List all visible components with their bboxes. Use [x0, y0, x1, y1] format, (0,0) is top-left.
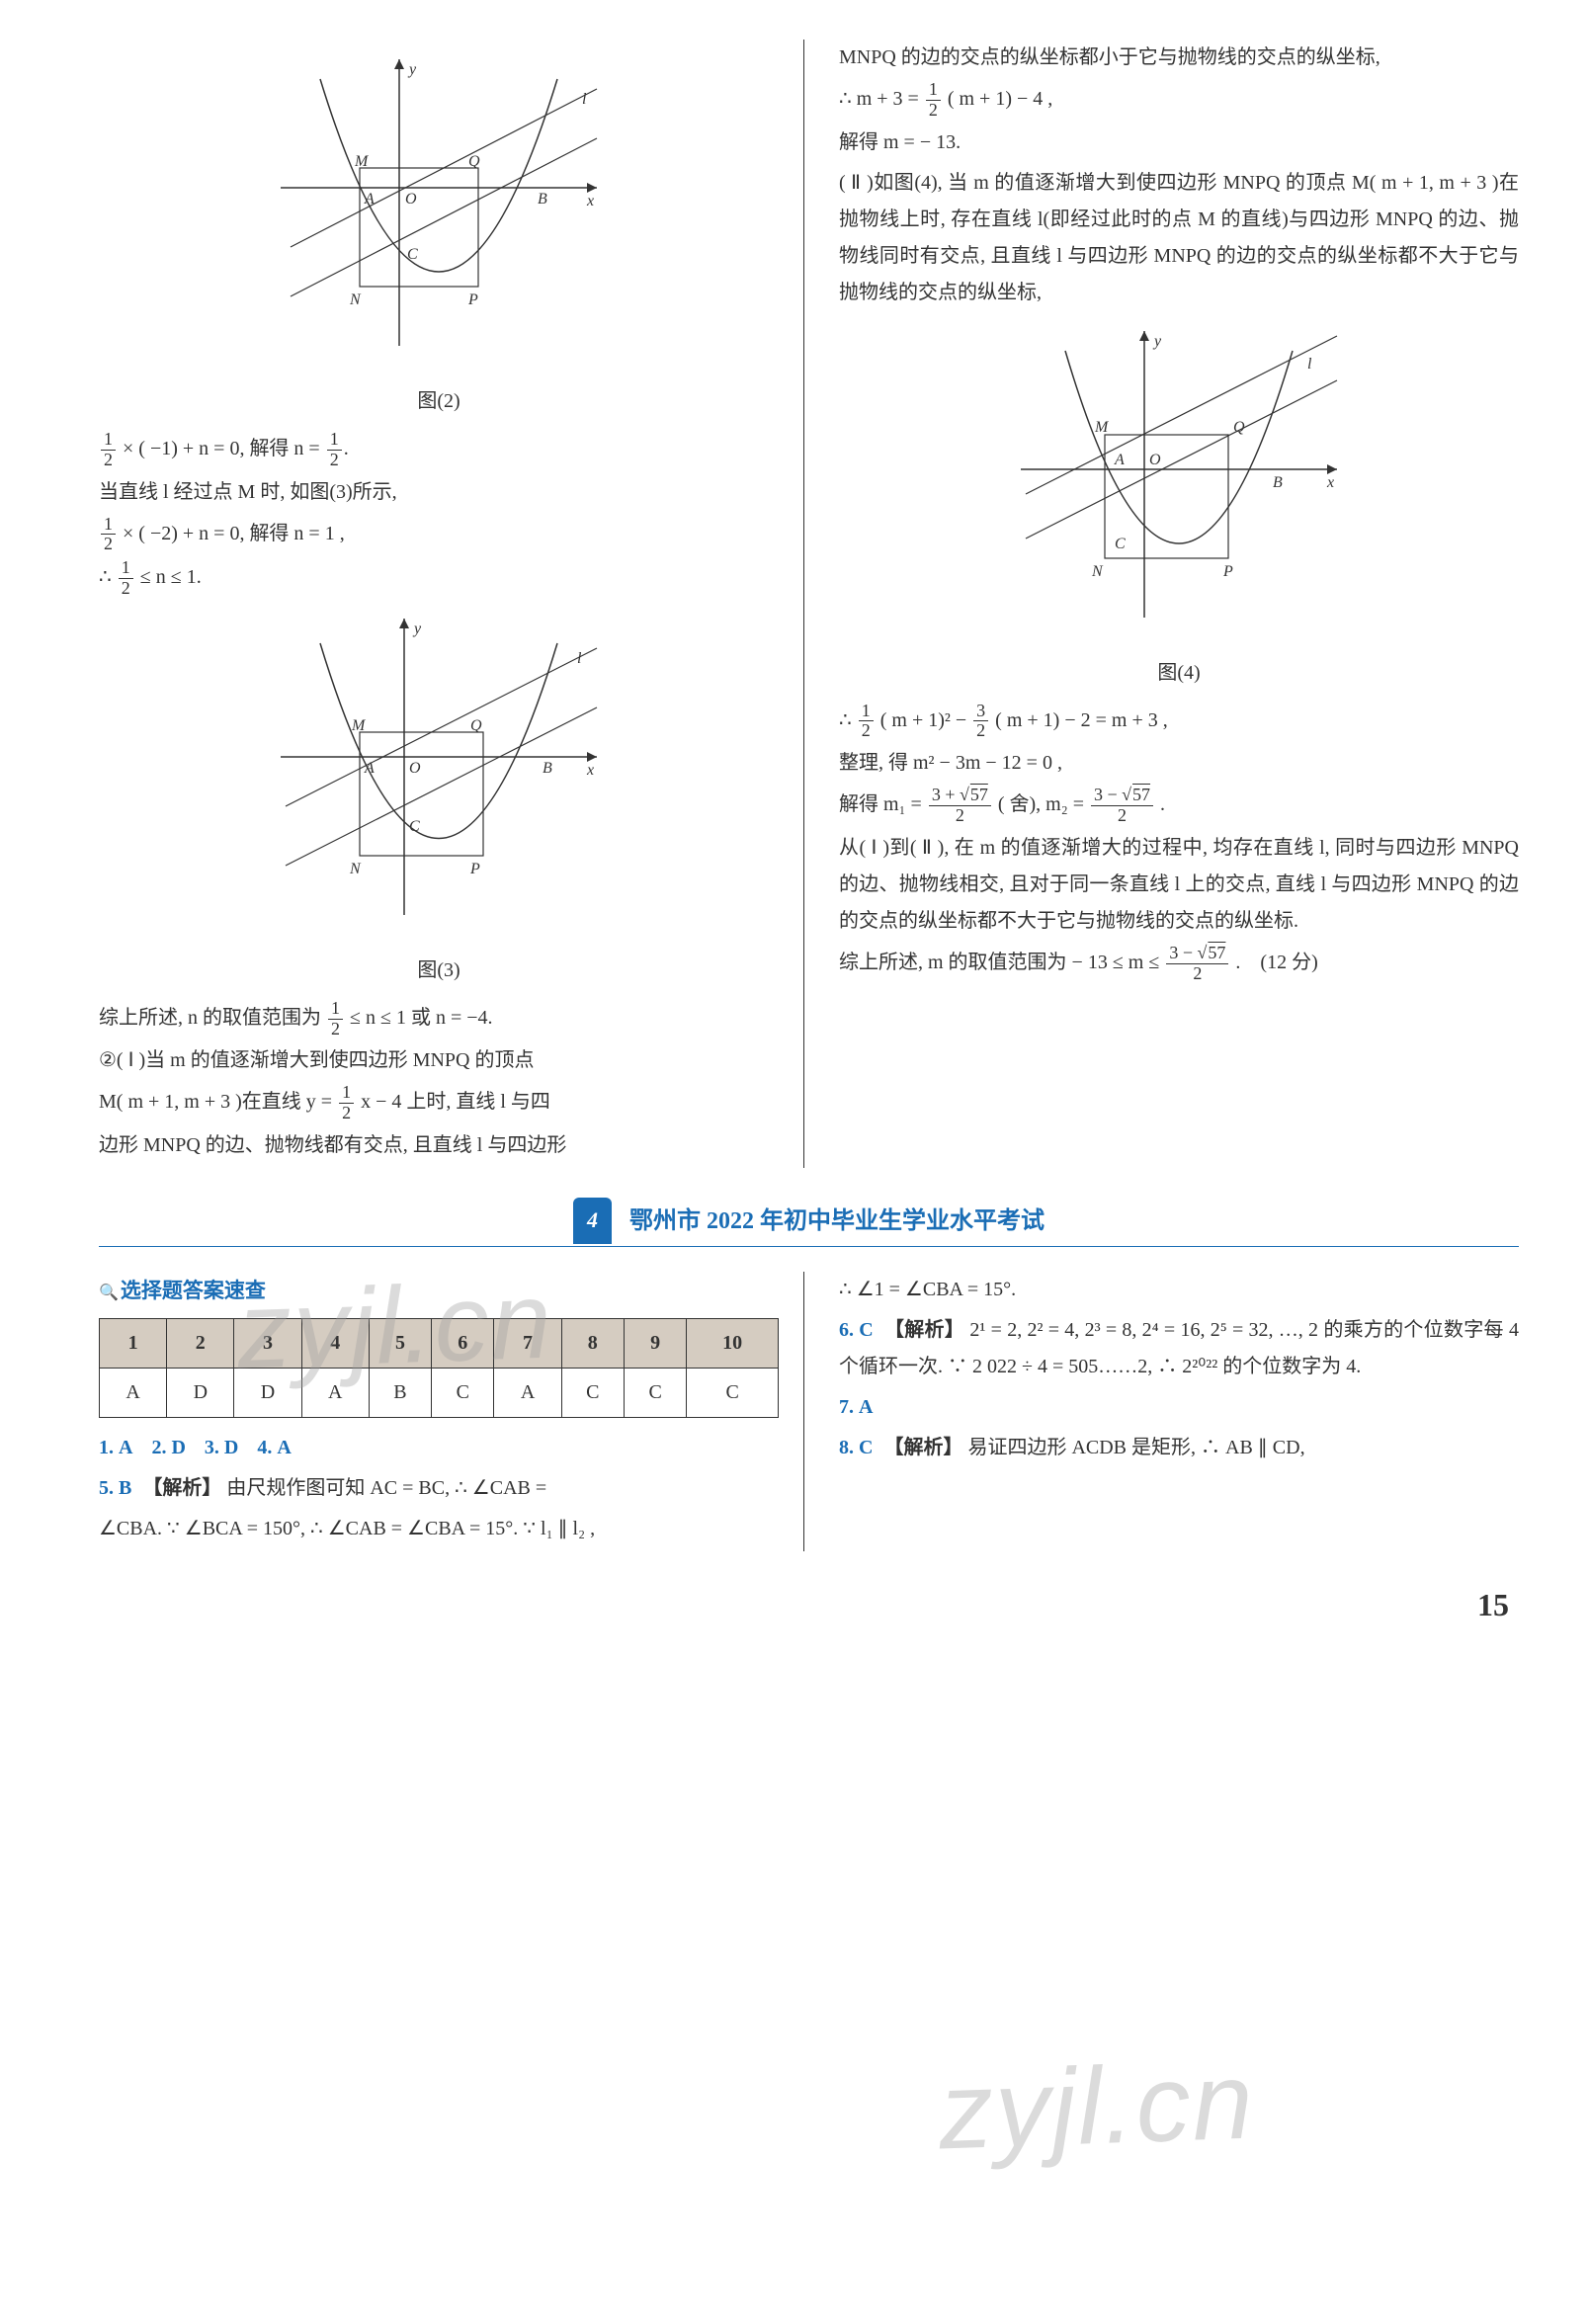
right-p9: 综上所述, m 的取值范围为 − 13 ≤ m ≤ 3 − √572 . (12… — [839, 944, 1519, 984]
svg-text:A: A — [1114, 452, 1125, 468]
figure-3-caption: 图(3) — [99, 953, 779, 989]
left-p5: 综上所述, n 的取值范围为 12 ≤ n ≤ 1 或 n = −4. — [99, 999, 779, 1039]
right-p2: ∴ m + 3 = 12 ( m + 1) − 4 , — [839, 80, 1519, 121]
left-p4: ∴ 12 ≤ n ≤ 1. — [99, 558, 779, 599]
svg-text:B: B — [543, 760, 552, 777]
svg-text:B: B — [1273, 474, 1283, 491]
svg-text:O: O — [1149, 452, 1161, 468]
top-two-column: y x l O A B M Q C N P 图(2) 12 × ( −1) + … — [99, 40, 1519, 1168]
right-p4: ( Ⅱ )如图(4), 当 m 的值逐渐增大到使四边形 MNPQ 的顶点 M( … — [839, 165, 1519, 311]
figure-2-caption: 图(2) — [99, 383, 779, 420]
figure-4-caption: 图(4) — [839, 655, 1519, 692]
left-p7: M( m + 1, m + 3 )在直线 y = 12 x − 4 上时, 直线… — [99, 1083, 779, 1123]
figure-3-svg: y x l O A B M Q C N P — [261, 609, 617, 935]
svg-text:Q: Q — [468, 153, 480, 170]
axis-x-label: x — [586, 193, 594, 209]
right-p8: 从( Ⅰ )到( Ⅱ ), 在 m 的值逐渐增大的过程中, 均存在直线 l, 同… — [839, 830, 1519, 940]
table-head-row: 12345 678910 — [100, 1318, 779, 1368]
svg-text:M: M — [351, 717, 367, 734]
svg-text:x: x — [586, 762, 594, 779]
svg-text:M: M — [1094, 419, 1110, 436]
svg-text:M: M — [354, 153, 370, 170]
section-badge: 4 — [573, 1198, 612, 1244]
svg-text:O: O — [409, 760, 421, 777]
svg-text:N: N — [349, 291, 362, 308]
svg-text:N: N — [1091, 563, 1104, 580]
svg-text:N: N — [349, 861, 362, 877]
left-p1: 12 × ( −1) + n = 0, 解得 n = 12. — [99, 430, 779, 470]
section-header: 4 鄂州市 2022 年初中毕业生学业水平考试 — [99, 1198, 1519, 1247]
q5: 5. B 【解析】 由尺规作图可知 AC = BC, ∴ ∠CAB = — [99, 1470, 779, 1507]
svg-text:O: O — [405, 191, 417, 208]
figure-2: y x l O A B M Q C N P — [99, 49, 779, 378]
svg-text:B: B — [538, 191, 547, 208]
svg-text:C: C — [1115, 536, 1126, 552]
right-p7: 解得 m₁ = 3 + √572 ( 舍), m₂ = 3 − √572 . — [839, 786, 1519, 826]
svg-text:Q: Q — [470, 717, 482, 734]
answers-line-1: 1. A 2. D 3. D 4. A — [99, 1430, 779, 1466]
q8: 8. C 【解析】 易证四边形 ACDB 是矩形, ∴ AB ∥ CD, — [839, 1430, 1519, 1466]
line-l-label: l — [582, 91, 587, 108]
right-p6: 整理, 得 m² − 3m − 12 = 0 , — [839, 745, 1519, 782]
svg-text:P: P — [467, 291, 478, 308]
watermark-2: zyjl.cn — [936, 2000, 1259, 2212]
left-p2: 当直线 l 经过点 M 时, 如图(3)所示, — [99, 474, 779, 511]
right-p3: 解得 m = − 13. — [839, 124, 1519, 161]
answer-table: 12345 678910 ADDAB CACCC — [99, 1318, 779, 1418]
left-p3: 12 × ( −2) + n = 0, 解得 n = 1 , — [99, 515, 779, 555]
q5-cont: ∠CBA. ∵ ∠BCA = 150°, ∴ ∠CAB = ∠CBA = 15°… — [99, 1511, 779, 1547]
svg-text:l: l — [577, 650, 582, 667]
bottom-two-column: 选择题答案速查 12345 678910 ADDAB CACCC 1. A 2.… — [99, 1272, 1519, 1551]
axis-y-label: y — [407, 61, 417, 78]
bottom-right-column: ∴ ∠1 = ∠CBA = 15°. 6. C 【解析】 2¹ = 2, 2² … — [834, 1272, 1519, 1551]
left-p8: 边形 MNPQ 的边、抛物线都有交点, 且直线 l 与四边形 — [99, 1127, 779, 1164]
svg-text:C: C — [409, 818, 420, 835]
svg-text:y: y — [412, 621, 422, 637]
right-column: MNPQ 的边的交点的纵坐标都小于它与抛物线的交点的纵坐标, ∴ m + 3 =… — [834, 40, 1519, 1168]
svg-text:x: x — [1326, 474, 1334, 491]
svg-text:l: l — [1307, 356, 1312, 373]
svg-text:A: A — [364, 191, 375, 208]
right-p5: ∴ 12 ( m + 1)² − 32 ( m + 1) − 2 = m + 3… — [839, 702, 1519, 742]
svg-text:P: P — [1222, 563, 1233, 580]
figure-4: y x l O A B M Q C N P — [839, 321, 1519, 650]
left-column: y x l O A B M Q C N P 图(2) 12 × ( −1) + … — [99, 40, 804, 1168]
section-title: 鄂州市 2022 年初中毕业生学业水平考试 — [629, 1200, 1045, 1243]
q7: 7. A — [839, 1389, 1519, 1426]
quick-lookup-title: 选择题答案速查 — [99, 1272, 779, 1310]
page-number: 15 — [99, 1576, 1519, 1634]
svg-text:A: A — [364, 760, 375, 777]
left-p6: ②( Ⅰ )当 m 的值逐渐增大到使四边形 MNPQ 的顶点 — [99, 1042, 779, 1079]
table-row: ADDAB CACCC — [100, 1368, 779, 1417]
right-p1: MNPQ 的边的交点的纵坐标都小于它与抛物线的交点的纵坐标, — [839, 40, 1519, 76]
q6: 6. C 【解析】 2¹ = 2, 2² = 4, 2³ = 8, 2⁴ = 1… — [839, 1312, 1519, 1385]
svg-text:C: C — [407, 246, 418, 263]
page-container: zyjl.cn zyjl.cn y x l O A — [99, 40, 1519, 1634]
figure-4-svg: y x l O A B M Q C N P — [1001, 321, 1357, 637]
svg-text:Q: Q — [1233, 419, 1245, 436]
bottom-left-column: 选择题答案速查 12345 678910 ADDAB CACCC 1. A 2.… — [99, 1272, 804, 1551]
svg-text:P: P — [469, 861, 480, 877]
svg-text:y: y — [1152, 333, 1162, 350]
br-p1: ∴ ∠1 = ∠CBA = 15°. — [839, 1272, 1519, 1308]
figure-2-svg: y x l O A B M Q C N P — [261, 49, 617, 366]
figure-3: y x l O A B M Q C N P — [99, 609, 779, 948]
